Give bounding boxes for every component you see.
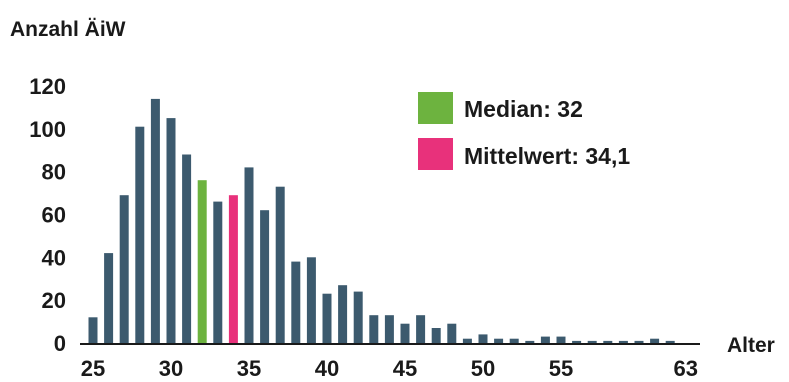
y-tick-label-60: 60 [42, 203, 66, 228]
bar-age-30 [166, 118, 176, 343]
x-tick-label-50: 50 [471, 356, 495, 381]
bar-age-60 [634, 340, 644, 343]
y-tick-label-120: 120 [29, 74, 66, 99]
bar-age-50 [478, 334, 488, 343]
x-tick-label-55: 55 [549, 356, 573, 381]
y-axis-label: Anzahl ÄiW [10, 18, 126, 41]
bar-age-54 [540, 336, 550, 343]
bar-age-51 [494, 338, 504, 343]
bar-age-31 [182, 154, 192, 343]
bar-age-52 [509, 338, 519, 343]
x-tick-label-63: 63 [674, 356, 698, 381]
bar-age-61 [650, 338, 660, 343]
bar-age-28 [135, 126, 145, 343]
bar-age-34 [228, 195, 238, 343]
bar-age-36 [260, 210, 270, 343]
bar-age-42 [353, 291, 363, 343]
bar-age-57 [587, 340, 597, 343]
bar-age-33 [213, 201, 223, 343]
bar-age-29 [150, 98, 160, 344]
bar-age-59 [618, 340, 628, 343]
bar-age-48 [447, 323, 457, 343]
bar-age-25 [88, 317, 98, 343]
x-tick-label-25: 25 [81, 356, 105, 381]
legend: Median: 32 Mittelwert: 34,1 [418, 92, 630, 170]
bar-age-40 [322, 293, 332, 343]
legend-label-mean: Mittelwert: 34,1 [464, 143, 630, 169]
x-tick-label-35: 35 [237, 356, 261, 381]
bar-age-37 [275, 186, 285, 343]
legend-label-median: Median: 32 [464, 96, 583, 122]
bar-age-39 [306, 257, 316, 343]
bar-age-35 [244, 167, 254, 343]
bar-age-32 [197, 180, 207, 343]
x-tick-label-45: 45 [393, 356, 417, 381]
y-tick-label-0: 0 [54, 331, 66, 356]
bar-age-47 [431, 328, 441, 343]
x-axis-ticks: 25 30 35 40 45 50 55 63 [81, 356, 698, 381]
bar-age-49 [462, 338, 472, 343]
bar-age-43 [369, 315, 379, 343]
bar-age-38 [291, 261, 301, 343]
bar-age-44 [384, 315, 394, 343]
bar-age-27 [119, 195, 129, 343]
bar-age-55 [556, 336, 566, 343]
bar-age-26 [104, 253, 114, 343]
bar-age-53 [525, 340, 535, 343]
legend-swatch-median [418, 92, 453, 124]
bar-age-45 [400, 323, 410, 343]
y-tick-label-100: 100 [29, 117, 66, 142]
bar-age-56 [572, 340, 582, 343]
bars-group [88, 98, 675, 344]
y-tick-label-20: 20 [42, 288, 66, 313]
y-tick-label-40: 40 [42, 245, 66, 270]
bar-age-41 [338, 285, 348, 343]
bar-age-62 [665, 340, 675, 343]
y-tick-label-80: 80 [42, 160, 66, 185]
x-tick-label-40: 40 [315, 356, 339, 381]
legend-swatch-mean [418, 138, 453, 170]
x-axis-label: Alter [727, 334, 775, 357]
bar-age-58 [603, 340, 613, 343]
y-axis-ticks: 0 20 40 60 80 100 120 [29, 74, 66, 356]
x-tick-label-30: 30 [159, 356, 183, 381]
bar-age-46 [416, 315, 426, 343]
